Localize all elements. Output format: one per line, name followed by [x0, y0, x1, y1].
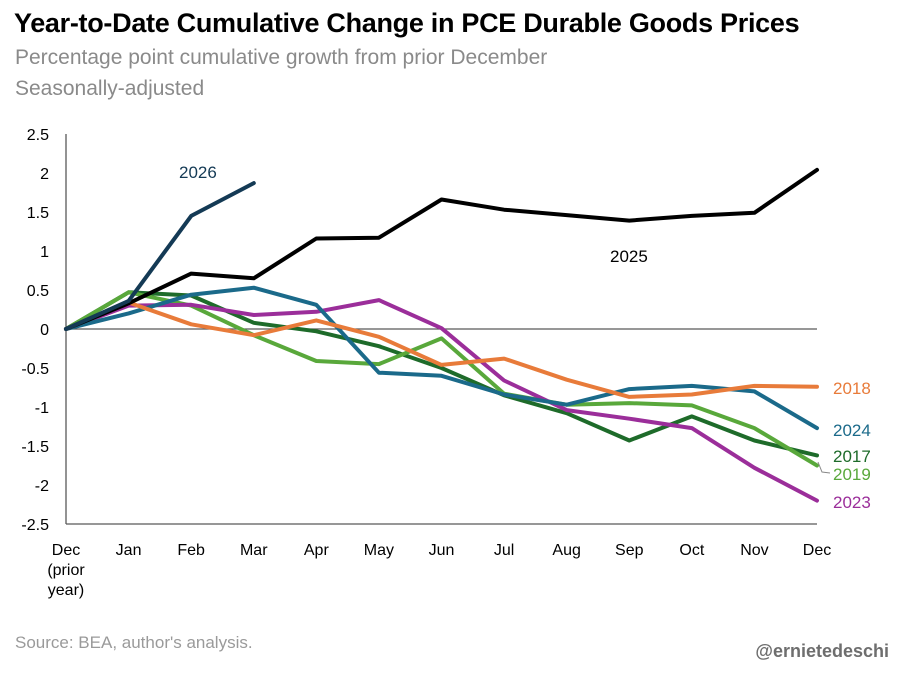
x-tick-label: Oct	[679, 542, 704, 559]
y-tick-label: 0.5	[27, 283, 49, 300]
y-tick-label: 2.5	[27, 127, 49, 144]
series-line-2023	[64, 298, 819, 503]
source-note: Source: BEA, author's analysis.	[15, 633, 253, 652]
x-tick-label: Jun	[429, 542, 455, 559]
x-tick-label: Dec	[803, 542, 831, 559]
y-tick-label: -2	[35, 478, 49, 495]
series-label-2026: 2026	[179, 163, 217, 182]
x-tick-label: Sep	[615, 542, 644, 559]
series-lines	[64, 167, 819, 503]
x-tick-label: May	[364, 542, 394, 559]
y-tick-label: -1.5	[21, 439, 49, 456]
chart-subtitle: Percentage point cumulative growth from …	[15, 46, 548, 69]
y-tick-label: 0	[40, 322, 49, 339]
y-axis: 2.5 2 1.5 1 0.5 0 -0.5 -1 -1.5 -2 -2.5	[21, 127, 49, 534]
x-tick-label: Dec (prior year)	[47, 542, 85, 599]
y-tick-label: 1.5	[27, 205, 49, 222]
series-line-2024	[64, 285, 819, 431]
y-tick-label: 1	[40, 244, 49, 261]
series-label-2018: 2018	[833, 379, 871, 398]
series-label-2019: 2019	[833, 465, 871, 484]
series-line-2025	[64, 167, 819, 331]
x-tick-label: Jan	[116, 542, 142, 559]
y-tick-label: -1	[35, 400, 49, 417]
series-label-2017: 2017	[833, 447, 871, 466]
x-axis: Dec (prior year) Jan Feb Mar Apr May Jun Jul Aug Se…	[47, 542, 831, 599]
y-tick-label: -0.5	[21, 361, 49, 378]
series-label-2023: 2023	[833, 493, 871, 512]
x-tick-label: Feb	[177, 542, 205, 559]
x-tick-label: Jul	[494, 542, 514, 559]
author-handle: @ernietedeschi	[755, 641, 889, 661]
label-leader-2019	[817, 461, 831, 474]
x-tick-label: Aug	[552, 542, 580, 559]
series-line-2018	[64, 300, 819, 399]
series-line-2026	[64, 181, 256, 331]
chart-title: Year-to-Date Cumulative Change in PCE Du…	[14, 8, 800, 38]
series-label-2024: 2024	[833, 421, 871, 440]
y-tick-label: -2.5	[21, 517, 49, 534]
x-tick-label: Nov	[740, 542, 768, 559]
chart-subtitle-adjustment: Seasonally-adjusted	[15, 77, 205, 100]
y-tick-label: 2	[40, 166, 49, 183]
x-tick-label: Mar	[240, 542, 268, 559]
series-label-2025: 2025	[610, 247, 648, 266]
x-tick-label: Apr	[304, 542, 330, 559]
